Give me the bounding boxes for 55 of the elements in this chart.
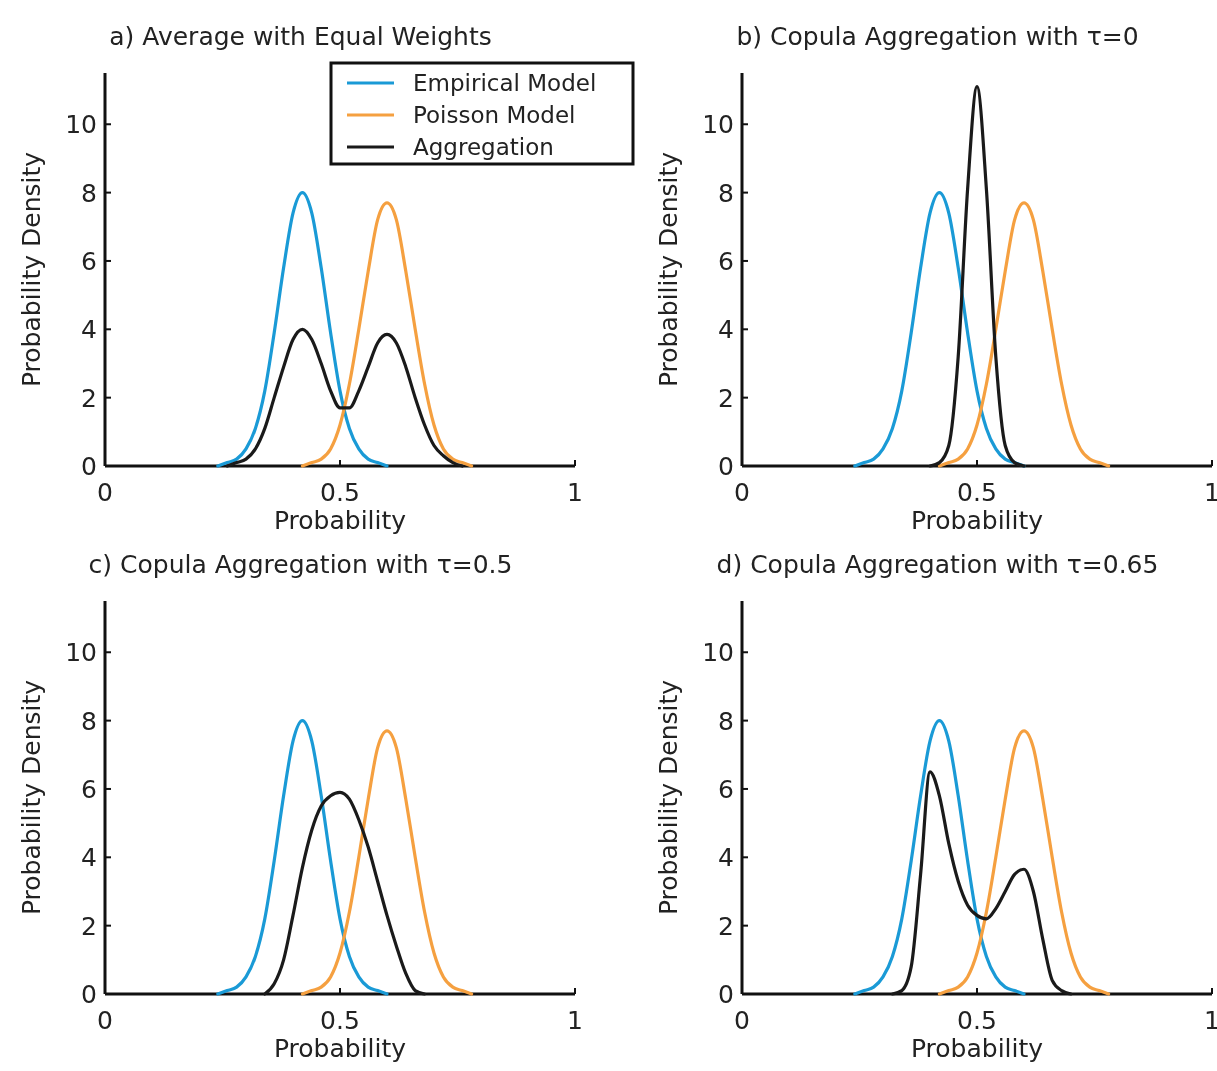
y-tick-label: 8 (718, 706, 734, 736)
legend-label: Empirical Model (413, 70, 597, 97)
legend-label: Aggregation (413, 134, 554, 161)
chart-title: a) Average with Equal Weights (109, 22, 492, 51)
y-tick-label: 6 (81, 774, 97, 804)
x-axis-title: Probability (273, 1034, 407, 1063)
chart-title: d) Copula Aggregation with τ=0.65 (716, 550, 1159, 579)
y-axis-title: Probability Density (654, 679, 683, 916)
line-series (216, 719, 389, 996)
y-tick-label: 6 (718, 246, 734, 276)
y-tick-label: 10 (65, 110, 97, 140)
line-series (300, 201, 474, 468)
y-tick-label: 10 (702, 110, 734, 140)
x-tick-label: 0.5 (320, 1006, 360, 1035)
x-tick-label: 1 (567, 478, 583, 507)
y-tick-label: 0 (81, 980, 97, 1009)
y-tick-label: 2 (718, 383, 734, 413)
y-tick-label: 0 (718, 980, 734, 1009)
y-tick-label: 10 (702, 638, 734, 668)
y-tick-label: 8 (81, 178, 97, 208)
y-axis-title: Probability Density (654, 151, 683, 388)
x-tick-label: 0.5 (320, 478, 360, 507)
x-tick-label: 1 (1204, 1006, 1217, 1035)
line-series (853, 191, 1026, 468)
y-tick-label: 2 (718, 911, 734, 941)
y-tick-label: 4 (718, 843, 734, 873)
y-tick-label: 2 (81, 383, 97, 413)
line-series (300, 729, 474, 996)
y-axis-title: Probability Density (17, 679, 46, 916)
x-tick-label: 1 (1204, 478, 1217, 507)
x-axis-title: Probability (910, 506, 1044, 535)
y-tick-label: 10 (65, 638, 97, 668)
y-tick-label: 4 (81, 315, 97, 345)
chart-title: b) Copula Aggregation with τ=0 (736, 22, 1139, 51)
y-tick-label: 8 (81, 706, 97, 736)
x-tick-label: 0.5 (957, 478, 997, 507)
line-series (937, 729, 1111, 996)
y-tick-label: 0 (718, 452, 734, 481)
chart-title: c) Copula Aggregation with τ=0.5 (88, 550, 513, 579)
legend-label: Poisson Model (413, 102, 576, 129)
y-axis-title: Probability Density (17, 151, 46, 388)
x-axis-title: Probability (910, 1034, 1044, 1063)
y-tick-label: 6 (718, 774, 734, 804)
y-tick-label: 2 (81, 911, 97, 941)
x-axis-title: Probability (273, 506, 407, 535)
y-tick-label: 4 (81, 843, 97, 873)
y-tick-label: 8 (718, 178, 734, 208)
x-tick-label: 0.5 (957, 1006, 997, 1035)
line-series (853, 719, 1026, 996)
x-tick-label: 1 (567, 1006, 583, 1035)
line-series (216, 191, 389, 468)
y-tick-label: 0 (81, 452, 97, 481)
y-tick-label: 6 (81, 246, 97, 276)
y-tick-label: 4 (718, 315, 734, 345)
line-series (937, 201, 1111, 468)
